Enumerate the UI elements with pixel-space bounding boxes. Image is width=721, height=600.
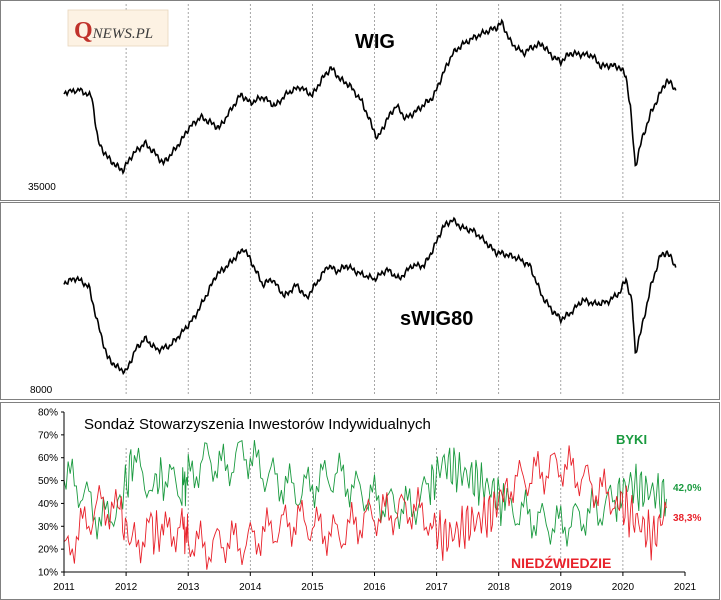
x-tick-label-2018: 2018 [488, 582, 511, 593]
y-tick-label-70%: 70% [38, 430, 58, 441]
logo-rest: NEWS.PL [92, 26, 153, 42]
x-tick-label-2017: 2017 [425, 582, 448, 593]
byki-label: BYKI [616, 432, 647, 447]
x-tick-label-2012: 2012 [115, 582, 138, 593]
wig-series-line [63, 18, 677, 176]
byki-end-label: 42,0% [673, 483, 701, 494]
x-tick-label-2015: 2015 [301, 582, 324, 593]
niedzwiedzie-label: NIEDŹWIEDZIE [511, 555, 611, 571]
y-tick-label-30%: 30% [38, 522, 58, 533]
y-tick-label-40%: 40% [38, 499, 58, 510]
swig80-series-line [63, 216, 677, 376]
survey-title: Sondaż Stowarzyszenia Inwestorów Indywid… [84, 416, 431, 433]
x-tick-label-2021: 2021 [674, 582, 697, 593]
wig-panel [0, 0, 720, 201]
logo-letter: Q [74, 18, 93, 44]
y-tick-label-10%: 10% [38, 568, 58, 579]
x-tick-label-2019: 2019 [550, 582, 573, 593]
axis-layer: 10% 20% 30% 40% 50% 60% 70% 80% 2011 2012 2013 2014… [38, 408, 697, 594]
x-tick-label-2020: 2020 [612, 582, 635, 593]
qnews-logo: QNEWS.PL [67, 9, 169, 47]
wig-title: WIG [355, 31, 395, 53]
swig80-panel [0, 202, 720, 400]
x-tick-label-2013: 2013 [177, 582, 200, 593]
wig-y-tick-label: 35000 [28, 182, 56, 193]
series-layer [63, 18, 677, 570]
x-tick-label-2016: 2016 [363, 582, 386, 593]
swig80-y-tick-label: 8000 [30, 385, 53, 396]
byki-series-line [63, 440, 667, 547]
x-tick-label-2014: 2014 [239, 582, 262, 593]
grid-layer [125, 4, 624, 572]
y-tick-label-60%: 60% [38, 453, 58, 464]
swig80-title: sWIG80 [400, 308, 473, 330]
niedzwiedzie-series-line [63, 445, 667, 570]
logo-box [67, 9, 169, 47]
logo-text: QNEWS.PL [74, 18, 153, 44]
y-tick-label-80%: 80% [38, 408, 58, 419]
y-tick-label-20%: 20% [38, 545, 58, 556]
y-tick-label-50%: 50% [38, 476, 58, 487]
niedzwiedzie-end-label: 38,3% [673, 513, 701, 524]
x-tick-label-2011: 2011 [53, 582, 75, 593]
